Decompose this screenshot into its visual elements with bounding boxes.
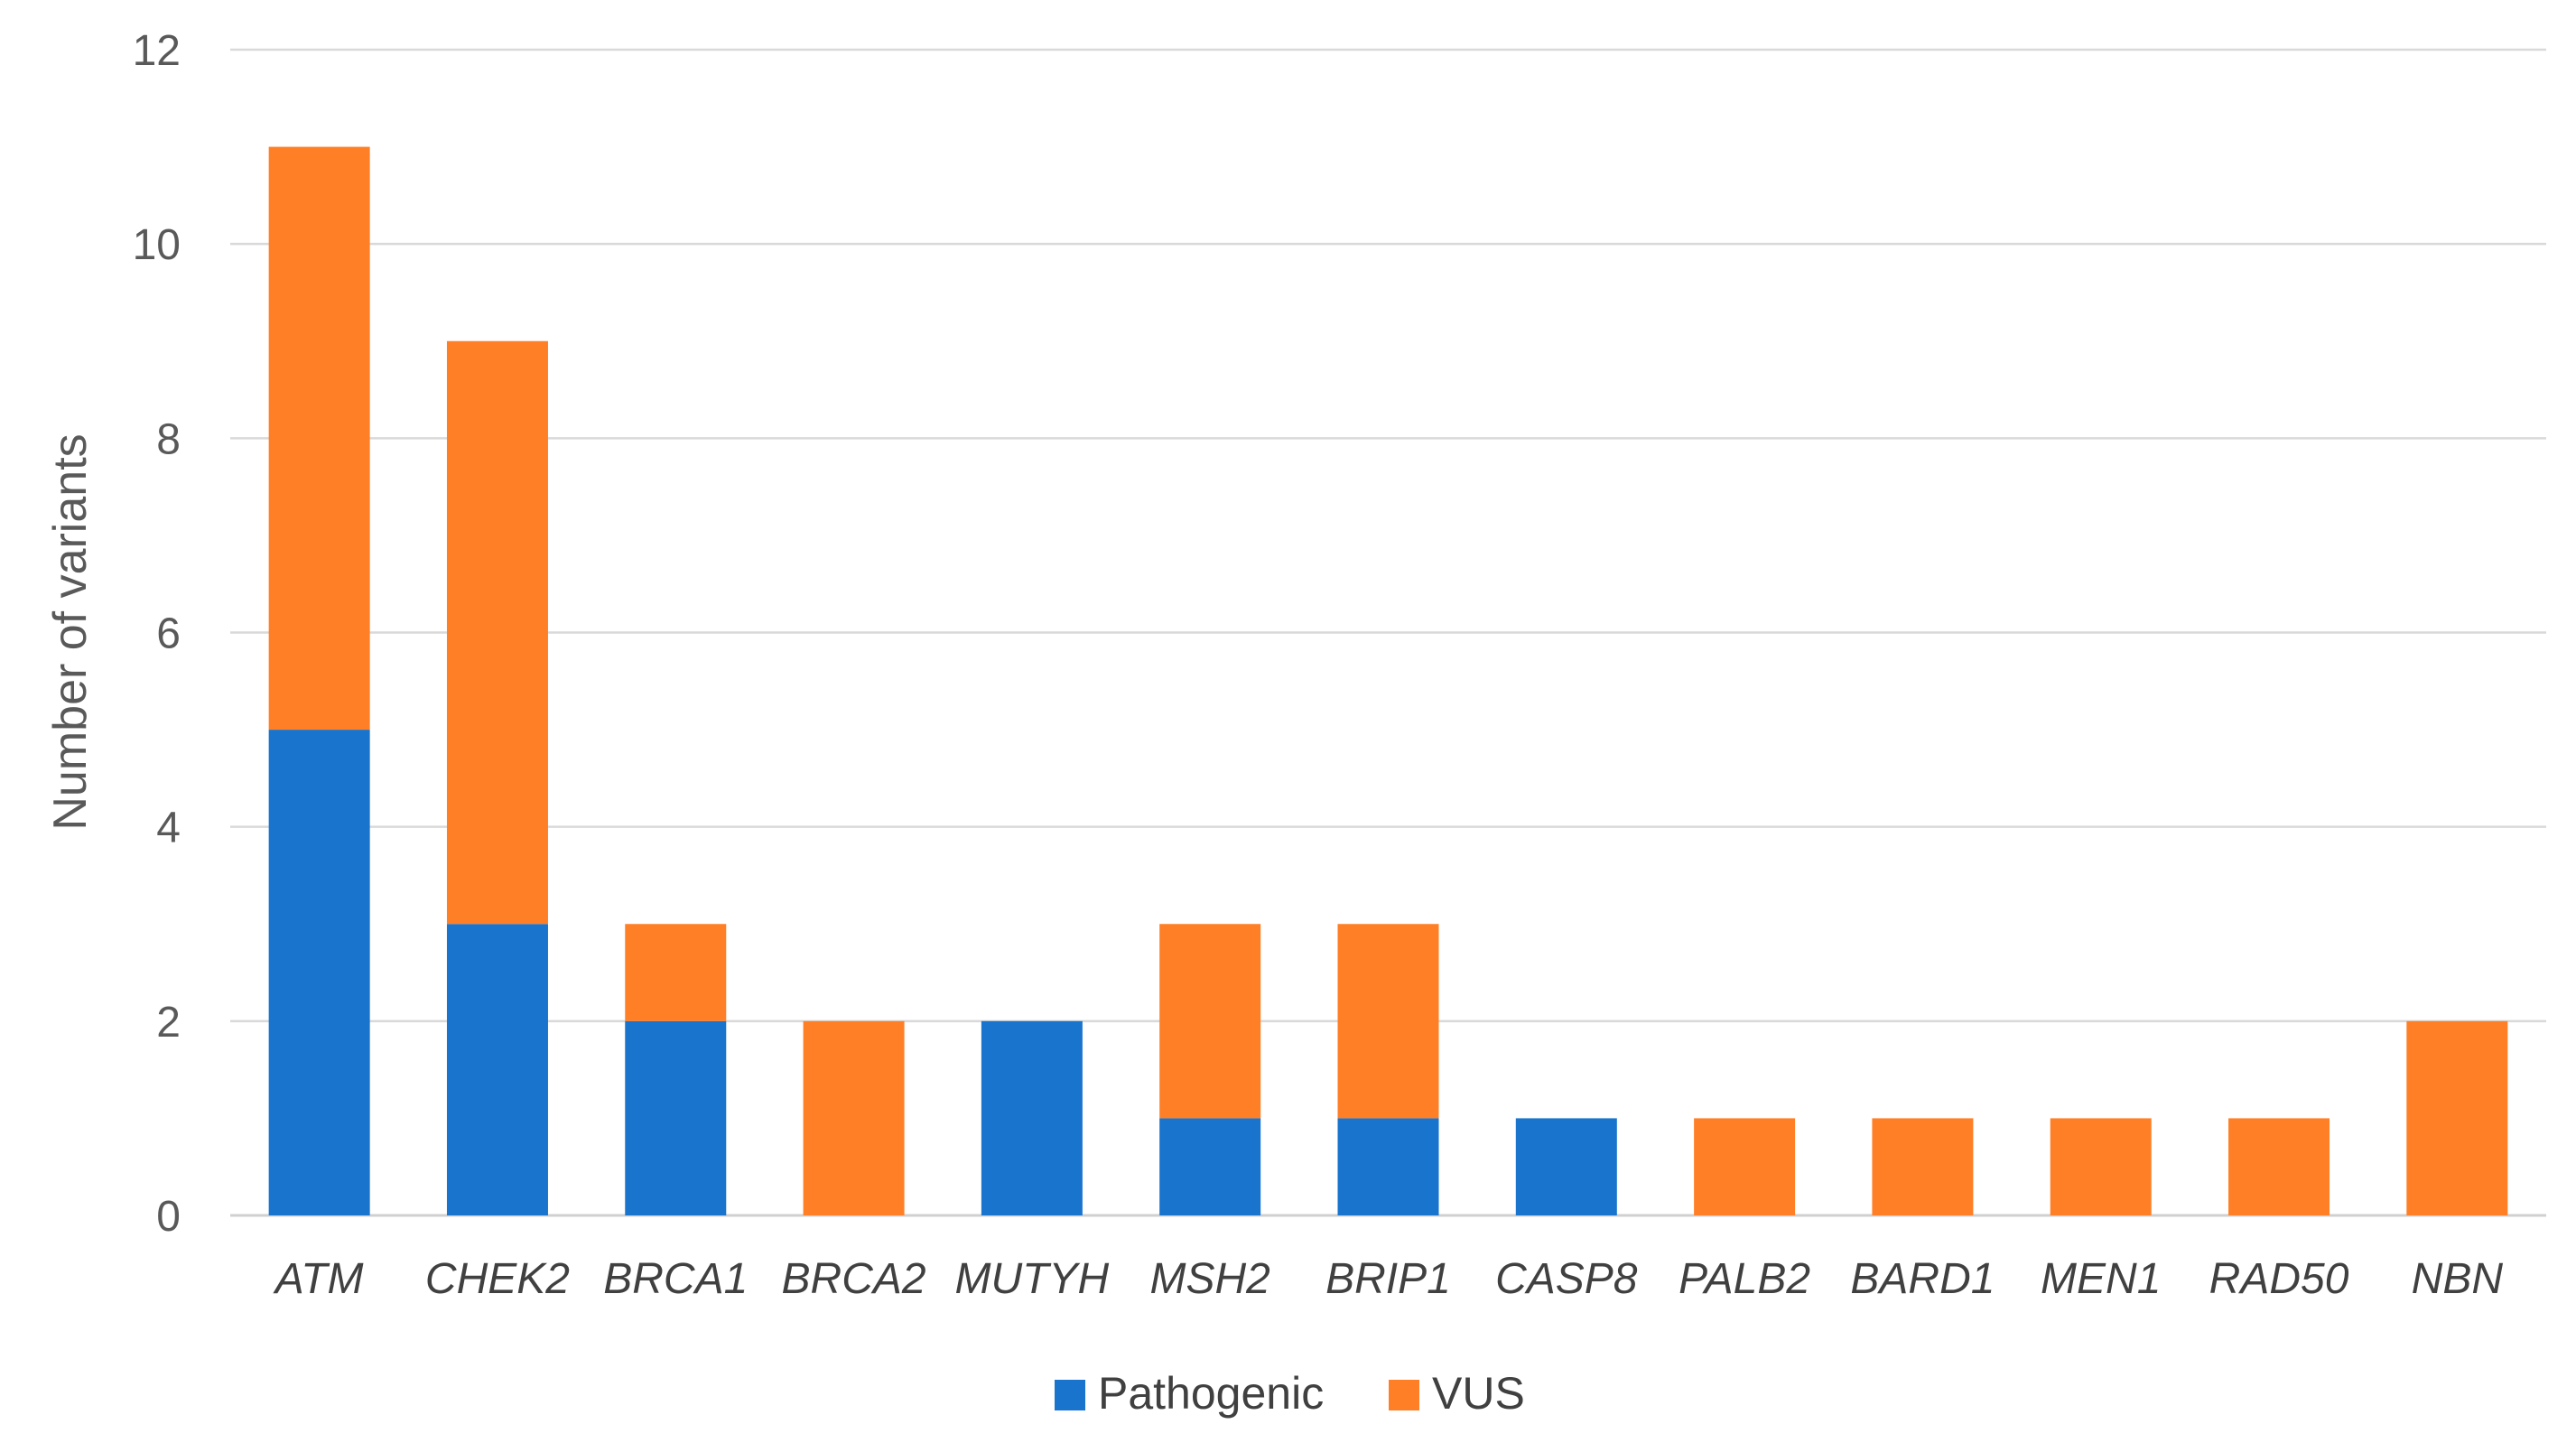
y-tick-label: 6 xyxy=(156,610,181,658)
bar-segment-vus-men1 xyxy=(2050,1118,2152,1215)
bar-segment-pathogenic-casp8 xyxy=(1515,1118,1617,1215)
x-category-label: MUTYH xyxy=(955,1255,1110,1303)
y-tick-label: 0 xyxy=(156,1193,181,1241)
bar-segment-pathogenic-msh2 xyxy=(1159,1118,1261,1215)
y-tick-label: 4 xyxy=(156,805,181,852)
x-axis-categories: ATM CHEK2 BRCA1 BRCA2 MUTYH MSH2 BRIP1 CASP8 PAL… xyxy=(273,1255,2504,1303)
x-category-label: BRCA1 xyxy=(603,1255,748,1303)
y-tick-label: 2 xyxy=(156,999,181,1047)
bars xyxy=(268,146,2508,1215)
y-axis-ticks: 0 2 4 6 8 10 12 xyxy=(133,27,181,1241)
x-category-label: CASP8 xyxy=(1495,1255,1638,1303)
bar-segment-vus-chek2 xyxy=(446,340,548,925)
bar-segment-vus-rad50 xyxy=(2228,1118,2330,1215)
legend: Pathogenic VUS xyxy=(1055,1368,1525,1419)
x-category-label: CHEK2 xyxy=(425,1255,570,1303)
bar-segment-pathogenic-atm xyxy=(268,730,370,1215)
bar-segment-vus-atm xyxy=(268,146,370,731)
legend-label-vus: VUS xyxy=(1432,1368,1525,1419)
x-category-label: MEN1 xyxy=(2041,1255,2161,1303)
x-category-label: BARD1 xyxy=(1850,1255,1995,1303)
x-category-label: BRIP1 xyxy=(1325,1255,1451,1303)
legend-label-pathogenic: Pathogenic xyxy=(1098,1368,1324,1419)
y-tick-label: 8 xyxy=(156,415,181,463)
y-tick-label: 10 xyxy=(133,221,181,269)
y-axis-title: Number of variants xyxy=(44,433,97,830)
x-category-label: PALB2 xyxy=(1679,1255,1810,1303)
bar-segment-vus-brca1 xyxy=(625,924,727,1021)
y-tick-label: 12 xyxy=(133,27,181,75)
x-category-label: MSH2 xyxy=(1150,1255,1270,1303)
x-category-label: RAD50 xyxy=(2209,1255,2349,1303)
bar-segment-vus-brca2 xyxy=(803,1020,905,1215)
gridlines xyxy=(230,48,2546,1217)
bar-segment-vus-bard1 xyxy=(1872,1118,1974,1215)
x-category-label: BRCA2 xyxy=(782,1255,926,1303)
bar-segment-vus-palb2 xyxy=(1694,1118,1796,1215)
bar-segment-vus-brip1 xyxy=(1337,924,1439,1119)
x-category-label: ATM xyxy=(273,1255,364,1303)
bar-segment-vus-nbn xyxy=(2406,1020,2508,1215)
bar-segment-pathogenic-brip1 xyxy=(1337,1118,1439,1215)
bar-segment-vus-msh2 xyxy=(1159,924,1261,1119)
bar-segment-pathogenic-brca1 xyxy=(625,1020,727,1215)
legend-swatch-vus xyxy=(1389,1380,1419,1410)
x-category-label: NBN xyxy=(2412,1255,2504,1303)
bar-segment-pathogenic-chek2 xyxy=(446,924,548,1215)
bar-segment-pathogenic-mutyh xyxy=(981,1020,1083,1215)
legend-swatch-pathogenic xyxy=(1055,1380,1085,1410)
